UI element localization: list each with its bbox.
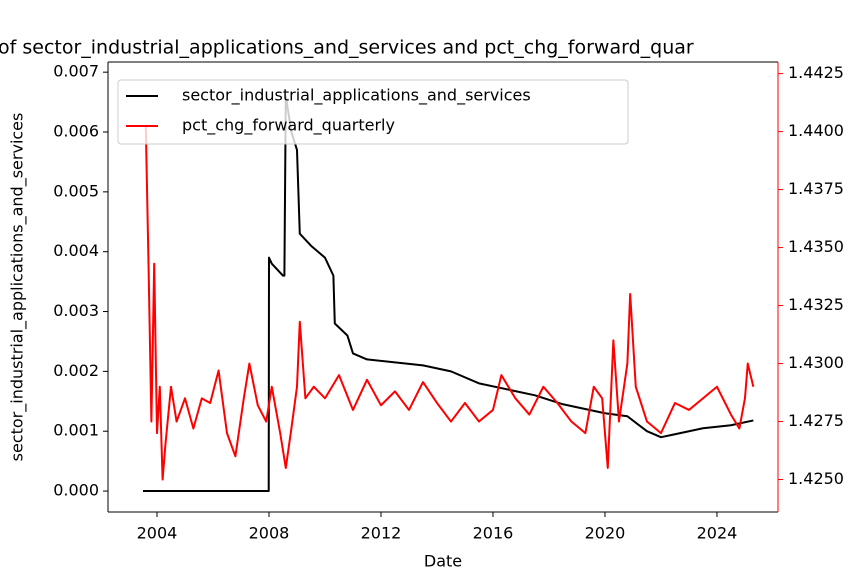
chart-title: of sector_industrial_applications_and_se… xyxy=(0,37,694,59)
y-tick-label: 0.004 xyxy=(53,241,99,260)
y2-tick-label: 1.4400 xyxy=(788,121,844,140)
x-tick-label: 2004 xyxy=(137,524,178,543)
x-tick-label: 2008 xyxy=(249,524,290,543)
y-axis-label: sector_industrial_applications_and_servi… xyxy=(8,113,28,462)
series-line xyxy=(143,95,754,493)
y2-tick-label: 1.4250 xyxy=(788,469,844,488)
y-tick-label: 0.005 xyxy=(53,181,99,200)
series-line xyxy=(144,126,755,481)
x-tick-label: 2024 xyxy=(697,524,738,543)
y2-tick-label: 1.4350 xyxy=(788,237,844,256)
y2-tick-label: 1.4425 xyxy=(788,63,844,82)
legend-label: pct_chg_forward_quarterly xyxy=(182,116,395,136)
legend-label: sector_industrial_applications_and_servi… xyxy=(182,86,531,106)
legend-box xyxy=(117,79,629,145)
y-tick-label: 0.003 xyxy=(53,301,99,320)
y-tick-label: 0.000 xyxy=(53,481,99,500)
y-tick-label: 0.001 xyxy=(53,421,99,440)
x-axis-label: Date xyxy=(424,552,462,571)
x-tick-label: 2020 xyxy=(585,524,626,543)
x-tick-label: 2012 xyxy=(361,524,402,543)
y2-tick-label: 1.4275 xyxy=(788,411,844,430)
y-tick-label: 0.007 xyxy=(53,62,99,81)
y-tick-label: 0.006 xyxy=(53,122,99,141)
y2-tick-label: 1.4325 xyxy=(788,295,844,314)
y2-tick-label: 1.4300 xyxy=(788,353,844,372)
y-tick-label: 0.002 xyxy=(53,361,99,380)
x-tick-label: 2016 xyxy=(473,524,514,543)
y2-tick-label: 1.4375 xyxy=(788,179,844,198)
